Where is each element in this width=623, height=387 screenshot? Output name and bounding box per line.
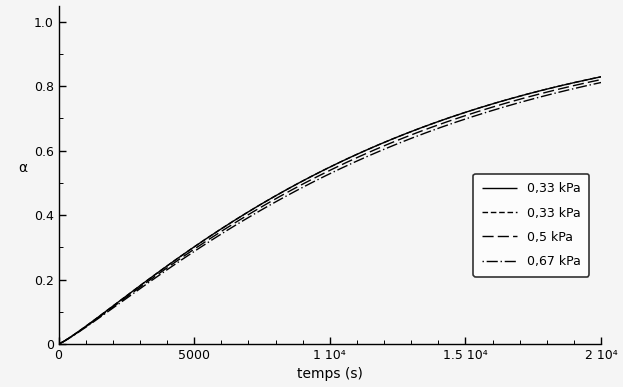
0,33 kPa <box>55 342 62 346</box>
0,33 kPa <box>597 74 605 79</box>
0,67 kPa <box>55 342 62 346</box>
0,5 kPa <box>316 173 323 178</box>
0,5 kPa <box>55 342 62 346</box>
0,5 kPa <box>313 175 320 180</box>
0,67 kPa <box>584 83 592 88</box>
0,5 kPa <box>500 102 507 106</box>
0,33 kPa <box>313 171 320 176</box>
0,33 kPa <box>584 77 592 82</box>
0,33 kPa <box>500 98 507 103</box>
0,33 kPa <box>348 154 356 159</box>
Line: 0,5 kPa: 0,5 kPa <box>59 80 601 344</box>
0,67 kPa <box>500 105 507 110</box>
Line: 0,33 kPa: 0,33 kPa <box>59 77 601 344</box>
0,33 kPa <box>316 170 323 175</box>
0,33 kPa <box>348 154 356 159</box>
0,33 kPa <box>597 74 605 79</box>
0,33 kPa <box>316 170 323 175</box>
0,33 kPa <box>500 98 507 103</box>
Legend: 0,33 kPa, 0,33 kPa, 0,5 kPa, 0,67 kPa: 0,33 kPa, 0,33 kPa, 0,5 kPa, 0,67 kPa <box>473 174 589 277</box>
0,33 kPa <box>313 171 320 176</box>
Y-axis label: α: α <box>18 161 27 175</box>
0,33 kPa <box>584 77 592 82</box>
0,67 kPa <box>313 178 320 183</box>
0,67 kPa <box>378 148 385 153</box>
0,67 kPa <box>597 80 605 85</box>
0,67 kPa <box>316 176 323 181</box>
0,5 kPa <box>348 158 356 162</box>
0,33 kPa <box>378 141 385 146</box>
0,67 kPa <box>348 161 356 166</box>
0,33 kPa <box>378 141 385 146</box>
X-axis label: temps (s): temps (s) <box>297 367 363 382</box>
Line: 0,67 kPa: 0,67 kPa <box>59 82 601 344</box>
0,5 kPa <box>584 80 592 85</box>
0,5 kPa <box>378 145 385 149</box>
0,5 kPa <box>597 77 605 82</box>
Line: 0,33 kPa: 0,33 kPa <box>59 77 601 344</box>
0,33 kPa <box>55 342 62 346</box>
